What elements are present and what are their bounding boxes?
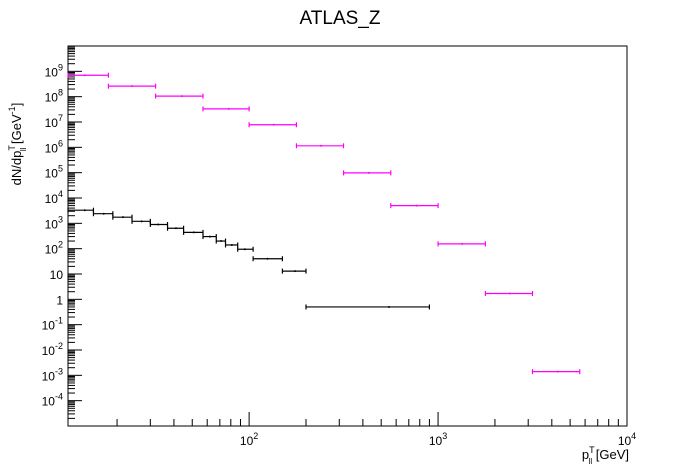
data-point bbox=[484, 290, 534, 296]
point-marker bbox=[220, 240, 223, 243]
point-marker bbox=[140, 220, 143, 223]
y-tick-labels: 10-4 10-3 10-2 10-1 1 10 102 103 104 105 106 107 108… bbox=[42, 62, 64, 408]
y-tick-label: 1 bbox=[56, 293, 63, 307]
y-axis-label-unit-open: [GeV bbox=[9, 114, 24, 148]
data-point bbox=[237, 246, 254, 252]
point-marker bbox=[83, 209, 86, 212]
data-point bbox=[252, 256, 283, 262]
point-marker bbox=[208, 235, 211, 238]
point-marker bbox=[556, 370, 559, 373]
x-axis-label-base: p bbox=[582, 447, 589, 462]
data-point bbox=[305, 304, 431, 310]
x-tick-label: 104 bbox=[618, 431, 636, 448]
data-point bbox=[437, 241, 486, 247]
series-layer bbox=[67, 72, 581, 375]
y-tick-label: 108 bbox=[45, 88, 63, 105]
y-axis-label-sup: T bbox=[7, 145, 17, 151]
x-tick-label: 102 bbox=[240, 431, 258, 448]
point-marker bbox=[266, 257, 269, 260]
point-marker bbox=[227, 107, 230, 110]
point-marker bbox=[367, 171, 370, 174]
y-tick-label: 10-2 bbox=[42, 341, 63, 358]
point-marker bbox=[192, 231, 195, 234]
point-marker bbox=[102, 212, 105, 215]
point-marker bbox=[294, 270, 297, 273]
y-axis-label-unit-close: ] bbox=[9, 103, 24, 107]
point-marker bbox=[461, 242, 464, 245]
data-point bbox=[224, 242, 239, 248]
y-axis-label-sub: ll bbox=[19, 147, 28, 151]
point-marker bbox=[121, 216, 124, 219]
y-tick-label: 104 bbox=[45, 189, 63, 206]
x-axis-label-unit: [GeV] bbox=[592, 447, 629, 462]
x-axis-label-sub: ll bbox=[589, 457, 593, 466]
point-marker bbox=[180, 95, 183, 98]
x-axis-label: pT ll [GeV] bbox=[582, 445, 629, 466]
point-marker bbox=[508, 292, 511, 295]
data-point bbox=[295, 143, 345, 149]
y-axis-label-unit-sup: -1 bbox=[7, 106, 17, 114]
y-tick-label: 105 bbox=[45, 164, 63, 181]
series-1 bbox=[67, 72, 581, 375]
point-marker bbox=[415, 204, 418, 207]
y-axis-label-text: dN/dp bbox=[9, 151, 24, 186]
point-marker bbox=[174, 227, 177, 230]
point-marker bbox=[157, 223, 160, 226]
data-point bbox=[92, 211, 114, 217]
y-tick-label: 102 bbox=[45, 240, 63, 257]
chart-title: ATLAS_Z bbox=[300, 8, 381, 29]
y-axis-label: dN/dpT ll [GeV-1] bbox=[7, 103, 28, 186]
data-point bbox=[281, 268, 307, 274]
point-marker bbox=[388, 305, 391, 308]
x-axis-label-sup: T bbox=[589, 445, 595, 455]
y-tick-label: 10 bbox=[50, 268, 64, 282]
y-tick-label: 109 bbox=[45, 62, 63, 79]
data-point bbox=[390, 203, 439, 209]
data-point bbox=[202, 106, 250, 112]
y-tick-label: 107 bbox=[45, 113, 63, 130]
x-tick-labels: 102 103 104 bbox=[240, 431, 636, 448]
data-point bbox=[107, 83, 157, 89]
point-marker bbox=[131, 85, 134, 88]
data-point bbox=[342, 170, 392, 176]
data-point bbox=[155, 93, 204, 99]
data-point bbox=[166, 225, 185, 231]
point-marker bbox=[230, 243, 233, 246]
data-point bbox=[531, 369, 581, 375]
y-tick-label: 10-1 bbox=[42, 316, 63, 333]
data-point bbox=[248, 122, 298, 128]
x-tick-label: 103 bbox=[429, 431, 447, 448]
data-point bbox=[202, 234, 217, 240]
data-point bbox=[67, 72, 110, 78]
point-marker bbox=[319, 144, 322, 147]
plot-frame bbox=[67, 45, 628, 427]
data-point bbox=[182, 229, 204, 235]
point-marker bbox=[272, 123, 275, 126]
y-tick-label: 10-3 bbox=[42, 366, 63, 383]
series-2 bbox=[67, 207, 431, 310]
point-marker bbox=[243, 248, 246, 251]
y-tick-label: 103 bbox=[45, 214, 63, 231]
y-tick-label: 106 bbox=[45, 138, 63, 155]
y-tick-label: 10-4 bbox=[42, 392, 63, 409]
point-marker bbox=[83, 74, 86, 77]
